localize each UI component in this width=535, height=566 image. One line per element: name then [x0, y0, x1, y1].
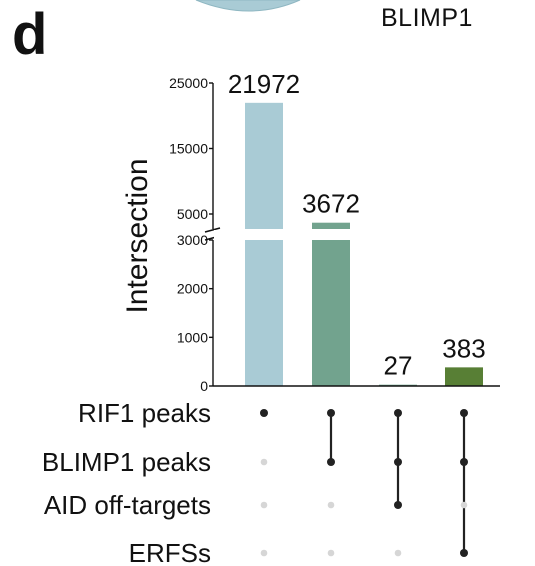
matrix-dot-0-0 — [260, 409, 268, 417]
set-title-blimp1: BLIMP1 — [381, 4, 473, 32]
bar-1-lower — [312, 240, 350, 386]
bar-3 — [445, 367, 483, 386]
axis-break-mark — [204, 227, 221, 233]
axis-break-gap — [214, 230, 501, 239]
bar-1-upper — [312, 222, 350, 229]
bar-value-label-1: 3672 — [302, 189, 360, 219]
matrix-dot-0-2 — [260, 501, 268, 509]
matrix-dot-2-1 — [394, 458, 402, 466]
matrix-dot-3-1 — [460, 458, 468, 466]
set-label-2: AID off-targets — [44, 490, 211, 520]
set-label-1: BLIMP1 peaks — [42, 447, 211, 477]
matrix-dot-1-0 — [327, 409, 335, 417]
y-tick-label-2000: 2000 — [177, 281, 208, 297]
bar-value-label-3: 383 — [442, 333, 485, 363]
matrix-dot-1-2 — [327, 501, 335, 509]
y-tick-label-25000: 25000 — [169, 75, 208, 91]
y-tick-label-15000: 15000 — [169, 141, 208, 157]
matrix-dot-3-3 — [460, 549, 468, 557]
matrix-dot-2-2 — [394, 501, 402, 509]
y-tick-label-1000: 1000 — [177, 329, 208, 345]
matrix-dot-1-1 — [327, 458, 335, 466]
matrix-dot-0-3 — [260, 549, 268, 557]
y-tick-label-5000: 5000 — [177, 206, 208, 222]
set-label-0: RIF1 peaks — [78, 398, 211, 428]
matrix-dot-3-2 — [460, 501, 468, 509]
bar-0-lower — [245, 240, 283, 386]
matrix-dot-2-0 — [394, 409, 402, 417]
matrix-dot-2-3 — [394, 549, 402, 557]
bar-0-upper — [245, 102, 283, 229]
bar-value-label-2: 27 — [384, 351, 413, 381]
matrix-dot-0-1 — [260, 458, 268, 466]
panel-letter: d — [12, 2, 48, 67]
y-tick-label-0: 0 — [200, 378, 208, 394]
matrix-dot-3-0 — [460, 409, 468, 417]
y-tick-label-3000: 3000 — [177, 232, 208, 248]
y-axis-label: Intersection — [121, 158, 154, 313]
matrix-dot-1-3 — [327, 549, 335, 557]
set-label-3: ERFSs — [129, 538, 211, 566]
bar-value-label-0: 21972 — [228, 69, 300, 99]
